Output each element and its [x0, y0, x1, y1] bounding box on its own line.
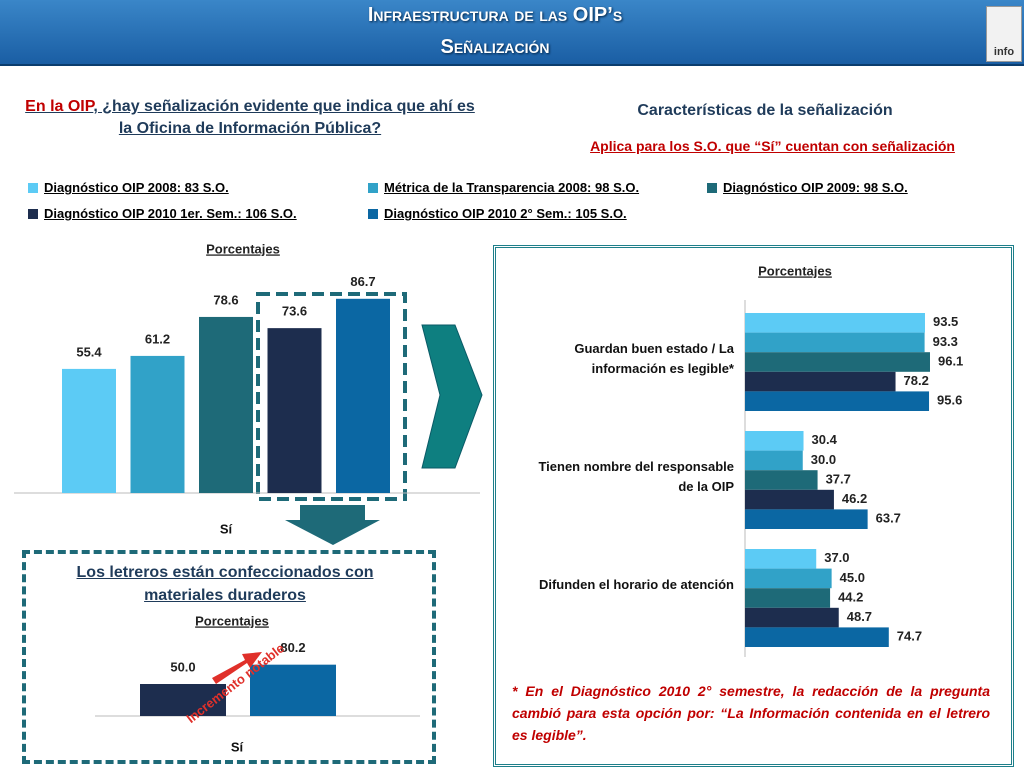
data-label: 37.7 — [826, 471, 851, 486]
data-label: 61.2 — [145, 331, 170, 346]
bar — [745, 509, 868, 529]
data-label: 46.2 — [842, 491, 867, 506]
bar — [250, 664, 336, 716]
characteristics-subtitle: Aplica para los S.O. que “Sí” cuentan co… — [590, 138, 955, 154]
header-subtitle: Señalización — [440, 36, 550, 58]
data-label: 48.7 — [847, 609, 872, 624]
legend-label: Diagnóstico OIP 2010 1er. Sem.: 106 S.O. — [44, 206, 297, 221]
bar — [745, 450, 803, 471]
characteristics-title: Características de la señalización — [637, 102, 893, 119]
bar — [745, 549, 817, 569]
legend-label: Diagnóstico OIP 2010 2° Sem.: 105 S.O. — [384, 206, 627, 221]
data-label: 78.2 — [904, 373, 929, 388]
data-label: 78.6 — [213, 292, 238, 307]
legend-item: Diagnóstico OIP 2010 1er. Sem.: 106 S.O. — [28, 206, 297, 221]
data-label: 50.0 — [170, 659, 195, 674]
footnote: * En el Diagnóstico 2010 2° semestre, la… — [512, 683, 990, 743]
data-label: 63.7 — [876, 511, 901, 526]
legend-swatch — [368, 182, 378, 193]
data-label: 45.0 — [840, 570, 865, 585]
bar — [140, 684, 226, 716]
data-label: 73.6 — [282, 304, 307, 319]
highlight-box — [256, 292, 407, 501]
bar — [745, 489, 834, 510]
legend-item: Diagnóstico OIP 2009: 98 S.O. — [707, 180, 908, 195]
data-label: 74.7 — [897, 629, 922, 644]
category-label: Guardan buen estado / La información es … — [574, 341, 734, 376]
legend-item: Diagnóstico OIP 2010 2° Sem.: 105 S.O. — [368, 206, 627, 221]
bar — [745, 588, 831, 608]
bar — [745, 431, 804, 451]
data-label: 30.4 — [812, 432, 838, 447]
bar — [336, 298, 390, 493]
bar — [745, 607, 839, 628]
bar — [745, 332, 925, 353]
bar — [62, 368, 116, 493]
legend-item: Métrica de la Transparencia 2008: 98 S.O… — [368, 180, 639, 195]
chart-title: Los letreros están confeccionados con ma… — [76, 564, 374, 604]
data-label: 37.0 — [824, 550, 849, 565]
bar — [745, 391, 930, 411]
legend-item: Diagnóstico OIP 2008: 83 S.O. — [28, 180, 229, 195]
right-arrow — [421, 324, 483, 469]
bar — [745, 313, 925, 333]
question: En la OIP, ¿hay señalización evidente qu… — [20, 96, 480, 140]
bar — [199, 316, 253, 493]
legend-label: Diagnóstico OIP 2008: 83 S.O. — [44, 180, 229, 195]
legend-swatch — [28, 182, 38, 193]
data-label: 96.1 — [938, 353, 963, 368]
right-panel — [493, 245, 1014, 767]
data-label: 93.3 — [933, 334, 958, 349]
header-title: Infraestructura de las OIP’s — [367, 4, 623, 26]
bar — [130, 355, 185, 493]
annotation-arrow — [212, 652, 262, 684]
data-label: 80.2 — [280, 640, 305, 655]
data-label: 86.7 — [350, 274, 375, 289]
legend-label: Métrica de la Transparencia 2008: 98 S.O… — [384, 180, 640, 195]
bar — [745, 371, 896, 392]
bar — [267, 328, 322, 493]
data-label: 30.0 — [811, 452, 836, 467]
legend-swatch — [368, 208, 378, 219]
bar — [745, 470, 818, 490]
category-label: Tienen nombre del responsable de la OIP — [538, 459, 734, 494]
data-label: 93.5 — [933, 314, 958, 329]
bar — [745, 352, 930, 372]
category-label: Sí — [220, 521, 233, 536]
axis-title: Porcentajes — [195, 613, 269, 628]
bar — [745, 568, 832, 589]
left-panel — [22, 550, 436, 764]
legend-swatch — [28, 208, 38, 219]
category-label: Difunden el horario de atención — [538, 577, 734, 592]
question-text: , ¿hay señalización evidente que indica … — [93, 98, 475, 137]
legend-label: Diagnóstico OIP 2009: 98 S.O. — [723, 180, 908, 195]
axis-title: Porcentajes — [206, 241, 280, 256]
bar — [745, 627, 889, 647]
logo: info — [986, 6, 1022, 62]
category-label: Sí — [231, 739, 244, 754]
data-label: 44.2 — [838, 589, 863, 604]
legend-swatch — [707, 182, 717, 193]
data-label: 95.6 — [937, 393, 962, 408]
question-highlight: En la OIP — [25, 98, 94, 115]
axis-title: Porcentajes — [758, 263, 832, 278]
data-label: 55.4 — [76, 344, 102, 359]
down-arrow — [285, 505, 380, 545]
header-bar — [0, 0, 1024, 66]
